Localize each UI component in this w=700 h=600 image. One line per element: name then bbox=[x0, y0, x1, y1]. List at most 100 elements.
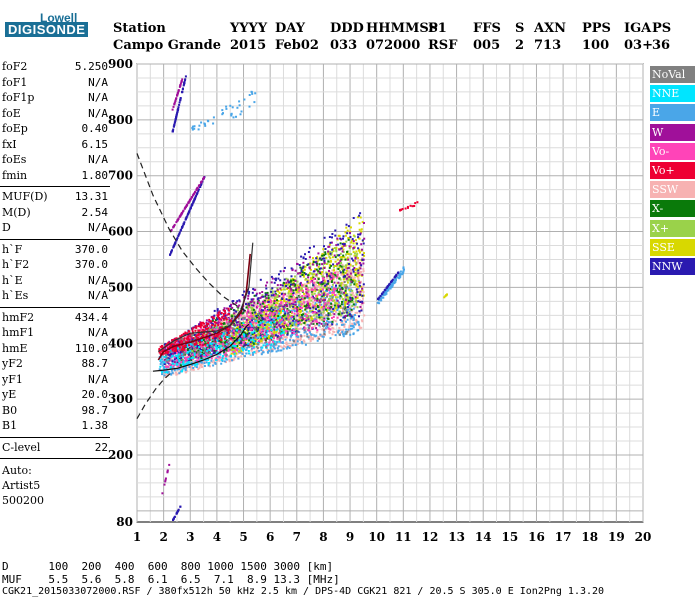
data-point bbox=[306, 286, 309, 289]
data-point bbox=[358, 262, 361, 265]
data-point bbox=[247, 309, 250, 312]
data-point bbox=[301, 314, 303, 316]
data-point bbox=[247, 322, 250, 325]
data-point bbox=[240, 338, 243, 341]
data-point bbox=[302, 274, 305, 277]
data-point bbox=[291, 308, 294, 311]
data-point bbox=[315, 281, 318, 284]
data-point bbox=[288, 301, 291, 304]
data-point bbox=[288, 281, 291, 284]
data-point bbox=[177, 358, 179, 361]
data-point bbox=[299, 266, 302, 269]
data-point bbox=[333, 306, 336, 309]
data-point bbox=[178, 367, 180, 370]
data-point bbox=[220, 343, 223, 346]
separator bbox=[0, 306, 110, 308]
data-point bbox=[219, 326, 222, 329]
data-point bbox=[269, 310, 272, 313]
data-point bbox=[356, 311, 359, 314]
data-point bbox=[338, 293, 341, 296]
data-point bbox=[324, 251, 327, 254]
data-point bbox=[289, 325, 292, 328]
data-point bbox=[348, 275, 351, 278]
data-point bbox=[190, 361, 193, 364]
data-point bbox=[235, 301, 238, 304]
data-point bbox=[359, 311, 361, 314]
data-point bbox=[294, 283, 297, 286]
data-point bbox=[160, 361, 163, 364]
data-point bbox=[330, 288, 333, 291]
data-point bbox=[223, 360, 226, 363]
data-point bbox=[310, 333, 312, 336]
header-label: DDD bbox=[330, 21, 364, 36]
data-point bbox=[298, 293, 301, 296]
data-point bbox=[311, 311, 314, 314]
data-point bbox=[317, 299, 320, 302]
data-point bbox=[344, 332, 347, 334]
data-point bbox=[279, 333, 282, 336]
data-point bbox=[353, 294, 355, 297]
data-point bbox=[308, 331, 311, 334]
data-point bbox=[205, 319, 208, 322]
data-point bbox=[357, 285, 359, 288]
data-point bbox=[318, 324, 321, 327]
data-point bbox=[319, 301, 322, 304]
data-point bbox=[237, 357, 240, 360]
data-point bbox=[213, 344, 216, 347]
data-point bbox=[231, 300, 234, 303]
data-point bbox=[245, 321, 248, 324]
data-point bbox=[276, 306, 279, 309]
data-point bbox=[267, 298, 270, 301]
data-point bbox=[261, 318, 264, 321]
data-point bbox=[213, 337, 216, 340]
param-row: M(D) 2.54 bbox=[2, 206, 108, 220]
data-point bbox=[262, 300, 265, 303]
data-point bbox=[309, 307, 312, 310]
legend-item: X+ bbox=[650, 219, 695, 237]
data-point bbox=[324, 289, 327, 292]
data-point bbox=[352, 307, 355, 310]
data-point bbox=[292, 300, 295, 303]
data-point bbox=[264, 307, 266, 310]
header-label: HHMMSS bbox=[366, 21, 438, 36]
data-point bbox=[341, 330, 344, 333]
data-point bbox=[316, 297, 319, 300]
data-point bbox=[234, 320, 236, 323]
data-point bbox=[257, 318, 260, 321]
data-point bbox=[236, 324, 239, 327]
param-value: 1.38 bbox=[81, 419, 109, 432]
data-point bbox=[350, 308, 353, 311]
data-point bbox=[345, 269, 348, 272]
data-point bbox=[276, 288, 279, 291]
data-point bbox=[223, 307, 226, 310]
data-point bbox=[295, 338, 298, 341]
data-point bbox=[288, 347, 291, 349]
data-point bbox=[179, 351, 182, 354]
data-point bbox=[351, 300, 354, 303]
data-point bbox=[251, 340, 254, 343]
data-point bbox=[193, 348, 196, 351]
data-point bbox=[300, 268, 303, 271]
data-point bbox=[278, 307, 281, 310]
data-point bbox=[335, 244, 338, 247]
data-point bbox=[273, 330, 276, 333]
data-point bbox=[221, 341, 224, 344]
data-point bbox=[306, 296, 309, 299]
data-point bbox=[361, 239, 364, 242]
data-point bbox=[179, 362, 181, 365]
data-point bbox=[332, 276, 335, 279]
data-point bbox=[346, 250, 349, 253]
data-point bbox=[297, 322, 300, 325]
data-point bbox=[222, 326, 225, 329]
data-point bbox=[326, 309, 328, 312]
param-value: N/A bbox=[88, 372, 108, 386]
data-point bbox=[292, 283, 295, 286]
data-point bbox=[302, 275, 305, 278]
data-point bbox=[191, 368, 194, 371]
data-point bbox=[194, 338, 197, 341]
data-point bbox=[305, 277, 307, 280]
data-point bbox=[237, 347, 240, 350]
data-point bbox=[262, 337, 265, 339]
header-value: 03+ bbox=[624, 38, 653, 53]
data-point bbox=[360, 319, 363, 322]
